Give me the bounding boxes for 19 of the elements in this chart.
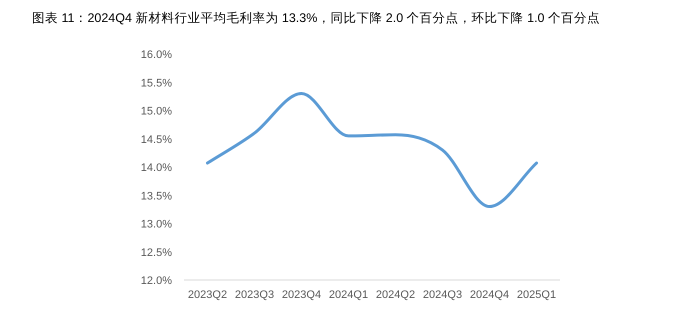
line-series	[206, 92, 538, 208]
x-tick-label: 2023Q3	[234, 289, 274, 301]
x-tick-label: 2024Q1	[328, 289, 368, 301]
y-tick-label: 12.0%	[140, 275, 172, 287]
y-tick-label: 15.5%	[140, 77, 172, 90]
y-tick-label: 13.0%	[140, 218, 172, 230]
x-tick-label: 2024Q2	[376, 289, 416, 301]
x-tick-label: 2024Q3	[422, 289, 462, 301]
x-tick-label: 2023Q2	[188, 289, 228, 301]
y-tick-label: 14.5%	[140, 134, 172, 146]
chart-title: 图表 11：2024Q4 新材料行业平均毛利率为 13.3%，同比下降 2.0 个百分点，环比下降 1.0 个百分点	[32, 10, 600, 25]
x-tick-label: 2024Q4	[470, 289, 510, 301]
y-tick-label: 14.0%	[140, 162, 172, 174]
y-tick-label: 13.5%	[140, 190, 172, 202]
y-tick-label: 15.0%	[140, 106, 172, 118]
y-tick-label: 16.0%	[140, 49, 172, 61]
x-tick-label: 2023Q4	[282, 289, 322, 301]
y-tick-label: 12.5%	[140, 246, 172, 259]
x-tick-label: 2025Q1	[516, 289, 556, 301]
